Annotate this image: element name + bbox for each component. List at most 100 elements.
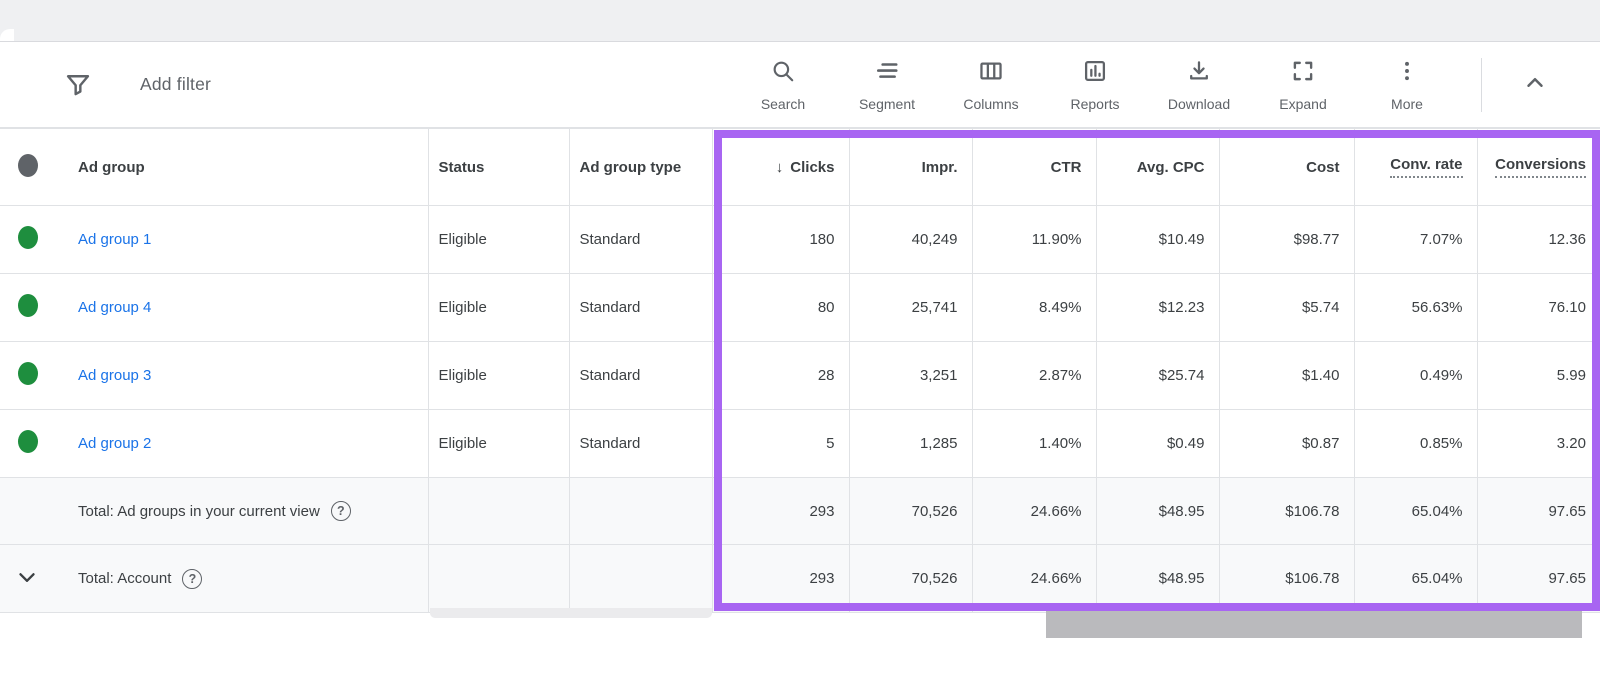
header-cost[interactable]: Cost bbox=[1218, 128, 1354, 206]
columns-label: Columns bbox=[963, 96, 1019, 112]
type-cell: Standard bbox=[568, 205, 712, 274]
impressions-cell: 40,249 bbox=[848, 205, 972, 274]
segment-button[interactable]: Segment bbox=[835, 42, 939, 128]
ad-group-link[interactable]: Ad group 1 bbox=[78, 231, 152, 248]
avg-cpc-cell: $25.74 bbox=[1095, 341, 1219, 410]
search-icon bbox=[770, 58, 796, 89]
conv-rate-cell: 56.63% bbox=[1353, 273, 1477, 342]
clicks-cell: 80 bbox=[711, 273, 849, 342]
cost-cell: $1.40 bbox=[1218, 341, 1354, 410]
status-enabled-icon[interactable] bbox=[18, 362, 38, 385]
cost-total: $106.78 bbox=[1218, 477, 1354, 545]
ctr-cell: 8.49% bbox=[971, 273, 1096, 342]
more-button[interactable]: More bbox=[1355, 42, 1459, 128]
columns-icon bbox=[978, 58, 1004, 89]
add-filter-button[interactable]: Add filter bbox=[140, 74, 212, 94]
header-ad-group[interactable]: Ad group bbox=[78, 128, 428, 206]
header-clicks[interactable]: ↓ Clicks bbox=[711, 128, 849, 206]
impressions-cell: 1,285 bbox=[848, 409, 972, 478]
ctr-cell: 1.40% bbox=[971, 409, 1096, 478]
reports-button[interactable]: Reports bbox=[1043, 42, 1147, 128]
collapse-table-button[interactable] bbox=[1512, 64, 1558, 106]
filter-funnel-icon bbox=[64, 71, 92, 104]
chevron-down-icon[interactable] bbox=[14, 572, 40, 594]
help-icon[interactable]: ? bbox=[330, 501, 351, 521]
conversions-cell: 76.10 bbox=[1476, 273, 1600, 342]
expand-label: Expand bbox=[1279, 96, 1327, 112]
conv-rate-cell: 0.85% bbox=[1353, 409, 1477, 478]
header-status-dot[interactable] bbox=[0, 128, 78, 206]
type-cell: Standard bbox=[568, 273, 712, 342]
type-cell: Standard bbox=[568, 341, 712, 410]
reports-icon bbox=[1082, 58, 1108, 89]
frozen-columns-shadow bbox=[430, 608, 712, 618]
avg-cpc-total: $48.95 bbox=[1095, 544, 1219, 613]
clicks-cell: 180 bbox=[711, 205, 849, 274]
help-icon[interactable]: ? bbox=[182, 568, 203, 589]
sort-descending-icon: ↓ bbox=[775, 158, 784, 176]
ad-group-link[interactable]: Ad group 2 bbox=[78, 435, 152, 452]
ctr-cell: 11.90% bbox=[971, 205, 1096, 274]
impressions-total: 70,526 bbox=[848, 477, 972, 545]
header-status[interactable]: Status bbox=[427, 128, 569, 206]
download-label: Download bbox=[1167, 96, 1231, 112]
download-icon bbox=[1186, 58, 1212, 89]
total-view-label: Total: Ad groups in your current view bbox=[78, 502, 320, 520]
total-account-row: Total: Account ? 293 70,526 24.66% $48.9… bbox=[0, 544, 1600, 613]
impressions-total: 70,526 bbox=[848, 544, 972, 613]
conversions-cell: 3.20 bbox=[1476, 409, 1600, 478]
filter-button[interactable] bbox=[56, 65, 100, 109]
card-corner bbox=[0, 29, 14, 41]
ctr-total: 24.66% bbox=[971, 477, 1096, 545]
table-header-row: Ad group Status Ad group type ↓ Clicks I… bbox=[0, 128, 1600, 206]
avg-cpc-cell: $12.23 bbox=[1095, 273, 1219, 342]
conv-rate-cell: 7.07% bbox=[1353, 205, 1477, 274]
header-conversions[interactable]: Conversions bbox=[1476, 128, 1600, 206]
clicks-total: 293 bbox=[711, 477, 849, 545]
header-impressions[interactable]: Impr. bbox=[848, 128, 972, 206]
header-ctr[interactable]: CTR bbox=[971, 128, 1096, 206]
search-button[interactable]: Search bbox=[731, 42, 835, 128]
table-row: Ad group 1 Eligible Standard 180 40,249 … bbox=[0, 205, 1600, 274]
segment-icon bbox=[874, 58, 900, 89]
columns-button[interactable]: Columns bbox=[939, 42, 1043, 128]
expand-icon bbox=[1290, 58, 1316, 89]
ad-group-link[interactable]: Ad group 3 bbox=[78, 367, 152, 384]
status-enabled-icon[interactable] bbox=[18, 226, 38, 249]
cost-cell: $0.87 bbox=[1218, 409, 1354, 478]
header-ad-group-type[interactable]: Ad group type bbox=[568, 128, 712, 206]
conversions-cell: 12.36 bbox=[1476, 205, 1600, 274]
total-account-label: Total: Account bbox=[78, 570, 172, 587]
avg-cpc-total: $48.95 bbox=[1095, 477, 1219, 545]
cost-cell: $98.77 bbox=[1218, 205, 1354, 274]
status-enabled-icon[interactable] bbox=[18, 430, 38, 453]
status-dot-icon bbox=[18, 153, 38, 177]
avg-cpc-cell: $10.49 bbox=[1095, 205, 1219, 274]
header-conv-rate[interactable]: Conv. rate bbox=[1353, 128, 1477, 206]
conversions-total: 97.65 bbox=[1476, 544, 1600, 613]
status-cell: Eligible bbox=[427, 273, 569, 342]
conv-rate-total: 65.04% bbox=[1353, 477, 1477, 545]
conv-rate-total: 65.04% bbox=[1353, 544, 1477, 613]
toolbar-actions: Search Segment Columns bbox=[731, 42, 1459, 128]
clicks-cell: 28 bbox=[711, 341, 849, 410]
highlight-box-shadow bbox=[1046, 611, 1582, 638]
download-button[interactable]: Download bbox=[1147, 42, 1251, 128]
reports-label: Reports bbox=[1070, 96, 1120, 112]
impressions-cell: 25,741 bbox=[848, 273, 972, 342]
clicks-total: 293 bbox=[711, 544, 849, 613]
ctr-cell: 2.87% bbox=[971, 341, 1096, 410]
search-label: Search bbox=[760, 96, 806, 112]
expand-button[interactable]: Expand bbox=[1251, 42, 1355, 128]
clicks-cell: 5 bbox=[711, 409, 849, 478]
more-label: More bbox=[1391, 96, 1423, 112]
ad-group-link[interactable]: Ad group 4 bbox=[78, 299, 152, 316]
more-icon bbox=[1394, 58, 1420, 89]
table-toolbar: Add filter Search Segment bbox=[0, 42, 1600, 128]
ctr-total: 24.66% bbox=[971, 544, 1096, 613]
header-avg-cpc[interactable]: Avg. CPC bbox=[1095, 128, 1219, 206]
conversions-cell: 5.99 bbox=[1476, 341, 1600, 410]
cost-total: $106.78 bbox=[1218, 544, 1354, 613]
status-enabled-icon[interactable] bbox=[18, 294, 38, 317]
